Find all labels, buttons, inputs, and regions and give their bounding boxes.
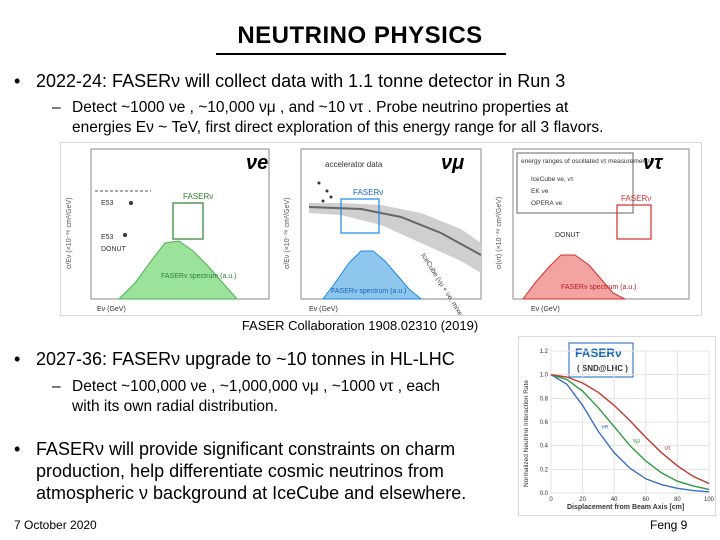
- nutau-xlabel: Eν (GeV): [531, 306, 560, 313]
- sub-bullet-hllhc-line1: Detect ~100,000 νe , ~1,000,000 νμ , ~10…: [72, 378, 440, 395]
- bullet-marker: •: [14, 349, 21, 369]
- numu-legend: FASERν: [353, 188, 383, 197]
- nue-spectrum-label: FASERν spectrum (a.u.): [161, 273, 236, 280]
- slide-title: NEUTRINO PHYSICS: [237, 22, 483, 49]
- badge-subtitle: ( SND@LHC ): [577, 364, 628, 373]
- nutau-faser-box: [616, 204, 652, 240]
- nutau-range-box: [516, 152, 634, 214]
- sub-bullet-run3-line2: energies Eν ~ TeV, first direct explorat…: [72, 119, 604, 136]
- numu-faser-box: [340, 198, 380, 234]
- nutau-spectrum: [522, 254, 626, 300]
- nutau-range-box-title: energy ranges of oscillated ντ measureme…: [521, 158, 652, 165]
- nue-xlabel: Eν (GeV): [97, 306, 126, 313]
- series-label-1: νe: [601, 423, 608, 430]
- nutau-spectrum-label: FASERν spectrum (a.u.): [561, 284, 636, 291]
- nue-donut-label: DONUT: [101, 246, 127, 253]
- bullet-marker: •: [14, 71, 21, 91]
- panel-nutau-ylabel: σ(ντ) (×10⁻³⁸ cm²/GeV): [496, 197, 503, 269]
- nue-e53-label: E53: [101, 200, 114, 207]
- bullet-hllhc-text: 2027-36: FASERν upgrade to ~10 tonnes in…: [36, 349, 455, 369]
- sub-bullet-run3: – Detect ~1000 νe , ~10,000 νμ , and ~10…: [52, 98, 712, 138]
- icecube-band-label: IceCube (νμ + νe, mixed): [419, 252, 466, 316]
- bullet-charm-line3: atmospheric ν background at IceCube and …: [36, 483, 467, 503]
- bullet-run3: • 2022-24: FASERν will collect data with…: [14, 70, 706, 92]
- x-tick-label: 80: [674, 497, 681, 503]
- x-tick-label: 0: [549, 497, 553, 503]
- series-label-3: ντ: [665, 445, 671, 452]
- icecube-band: [309, 203, 481, 273]
- series-label-2: νμ: [633, 438, 640, 445]
- series-line-3: [550, 374, 710, 485]
- panel-nue: σ/Eν (×10⁻³⁸ cm²/GeV) FASERν spectrum (a…: [66, 148, 270, 313]
- sub-bullet-hllhc: – Detect ~100,000 νe , ~1,000,000 νμ , ~…: [52, 377, 512, 417]
- footer-page: Feng 9: [650, 518, 688, 532]
- y-tick-label: 0.4: [540, 444, 549, 450]
- sub-bullet-hllhc-line2: with its own radial distribution.: [72, 398, 278, 415]
- chart-series: νe νμ ντ: [550, 374, 710, 493]
- faser-badge: [568, 342, 634, 378]
- nutau-flavor-label: ντ: [643, 152, 664, 174]
- nutau-range-item-1: IceCube νe, ντ: [531, 176, 574, 183]
- nue-e53-label-2: E53: [101, 234, 114, 241]
- x-tick-label: 60: [642, 497, 649, 503]
- x-tick-label: 100: [704, 497, 715, 503]
- radial-distribution-chart: Normalized Neutrino Interaction Rate Dis…: [518, 336, 716, 516]
- panel-nue-ylabel: σ/Eν (×10⁻³⁸ cm²/GeV): [66, 198, 73, 269]
- x-tick-label: 20: [579, 497, 586, 503]
- y-tick-label: 0.6: [540, 420, 549, 426]
- sub-bullet-run3-line1: Detect ~1000 νe , ~10,000 νμ , and ~10 ν…: [72, 99, 569, 116]
- y-tick-label: 1.0: [540, 373, 549, 379]
- nutau-range-item-3: OPERA νe: [531, 200, 562, 207]
- badge-title: FASERν: [575, 346, 622, 360]
- panel-nutau: σ(ντ) (×10⁻³⁸ cm²/GeV) energy ranges of …: [496, 148, 690, 313]
- series-line-2: [550, 374, 710, 491]
- numu-xsec-curve: [308, 206, 482, 256]
- y-tick-label: 0.2: [540, 467, 549, 473]
- y-tick-label: 1.2: [540, 349, 549, 355]
- sub-bullet-marker: –: [52, 378, 61, 395]
- nutau-legend: FASERν: [621, 194, 651, 203]
- bullet-marker: •: [14, 439, 21, 459]
- figure-caption: FASER Collaboration 1908.02310 (2019): [241, 318, 479, 333]
- panel-numu: σ/Eν (×10⁻³⁸ cm²/GeV) IceCube (νμ + νe, …: [284, 148, 482, 316]
- x-tick-label: 40: [611, 497, 618, 503]
- y-tick-label: 0.8: [540, 396, 549, 402]
- series-line-1: [550, 374, 710, 493]
- numu-spectrum-label: FASERν spectrum (a.u.): [331, 288, 406, 295]
- chart-ylabel: Normalized Neutrino Interaction Rate: [523, 380, 530, 487]
- nue-faser-box: [172, 202, 204, 240]
- sub-bullet-marker: –: [52, 99, 61, 116]
- nutau-donut-label: DONUT: [555, 232, 581, 239]
- cross-section-figure: σ/Eν (×10⁻³⁸ cm²/GeV) FASERν spectrum (a…: [60, 142, 702, 316]
- panel-numu-ylabel: σ/Eν (×10⁻³⁸ cm²/GeV): [284, 198, 291, 269]
- numu-accelerator-label: accelerator data: [325, 160, 383, 169]
- numu-xlabel: Eν (GeV): [309, 306, 338, 313]
- title-underline: [216, 53, 506, 55]
- nue-legend: FASERν: [183, 192, 213, 201]
- numu-flavor-label: νμ: [441, 152, 464, 174]
- numu-spectrum: [322, 250, 423, 300]
- bullet-charm: • FASERν will provide significant constr…: [14, 438, 526, 504]
- bullet-charm-line1: FASERν will provide significant constrai…: [36, 439, 456, 459]
- y-tick-label: 0.0: [540, 491, 549, 497]
- bullet-hllhc: • 2027-36: FASERν upgrade to ~10 tonnes …: [14, 348, 556, 370]
- bullet-charm-line2: production, help differentiate cosmic ne…: [36, 461, 444, 481]
- bullet-run3-text: 2022-24: FASERν will collect data with 1…: [36, 71, 566, 91]
- nue-spectrum: [117, 240, 239, 300]
- nutau-range-item-2: EK νe: [531, 188, 549, 195]
- chart-xlabel: Displacement from Beam Axis [cm]: [567, 504, 684, 511]
- footer-date: 7 October 2020: [14, 518, 97, 532]
- nue-flavor-label: νe: [246, 152, 268, 174]
